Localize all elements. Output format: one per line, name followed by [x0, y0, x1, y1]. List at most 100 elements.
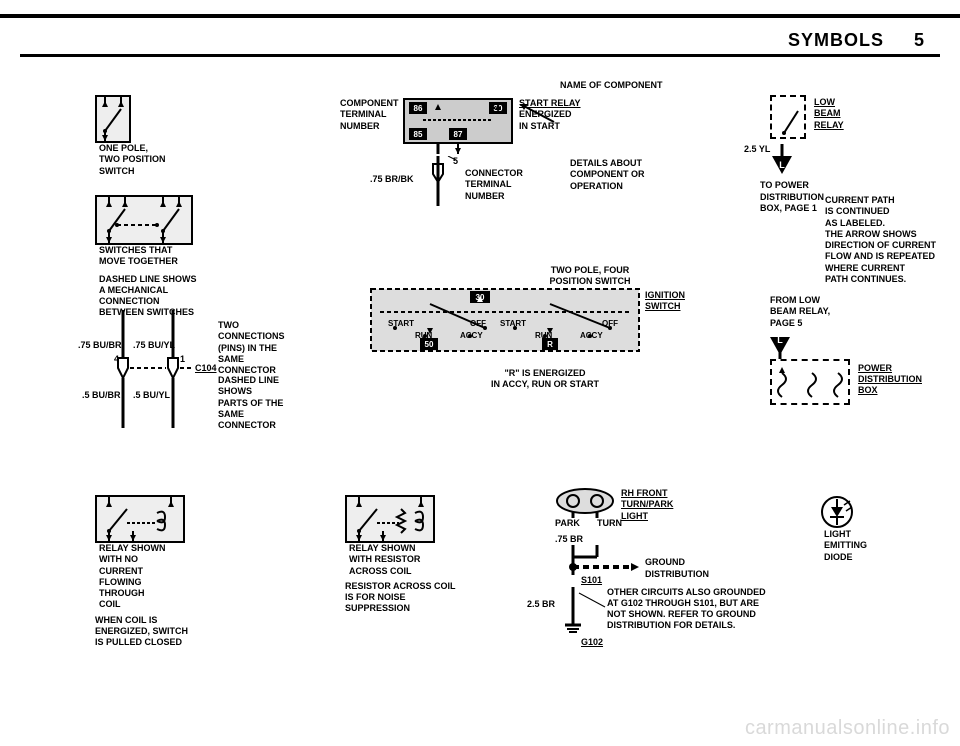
gnd-g1: GROUND	[645, 557, 709, 568]
comp-ct3: NUMBER	[465, 191, 523, 202]
lb-c8: PATH CONTINUES.	[825, 274, 936, 285]
sw1-l3: SWITCH	[99, 166, 166, 177]
gnd-park: PARK	[555, 518, 580, 529]
ign-n2: IN ACCY, RUN OR START	[400, 379, 690, 390]
svg-text:L: L	[779, 160, 785, 170]
conn-b3: SAME CONNECTOR	[218, 409, 288, 432]
ign-name2: SWITCH	[645, 301, 685, 312]
comp-ct2: TERMINAL	[465, 179, 523, 190]
gnd-w1: .75 BR	[555, 534, 805, 545]
fb-f2: BEAM RELAY,	[770, 306, 950, 317]
conn-b2: PARTS OF THE	[218, 398, 288, 409]
gnd-note1: OTHER CIRCUITS ALSO GROUNDED	[607, 587, 766, 598]
conn-pin4: 4	[114, 354, 119, 365]
conn-pin1: 1	[180, 354, 185, 365]
gnd-w2: 2.5 BR	[527, 599, 555, 610]
from-lowbeam-block: FROM LOW BEAM RELAY, PAGE 5 L POWER DIST…	[770, 295, 950, 408]
conn-t2: (PINS) IN THE SAME	[218, 343, 288, 366]
gnd-g2: DISTRIBUTION	[645, 569, 709, 580]
lb-c3: AS LABELED.	[825, 218, 936, 229]
comp-d3: OPERATION	[570, 181, 645, 192]
conn-cnum: C104	[195, 363, 217, 374]
comp-wire: .75 BR/BK	[370, 174, 414, 185]
gnd-n2: TURN/PARK	[621, 499, 673, 510]
ground-wire-icon	[555, 587, 615, 637]
ign-t2: POSITION SWITCH	[490, 276, 690, 287]
gnd-note4: DISTRIBUTION FOR DETAILS.	[607, 620, 766, 631]
led-l2: EMITTING	[824, 540, 867, 551]
lb-c1: CURRENT PATH	[825, 195, 936, 206]
led-icon	[820, 495, 854, 529]
r2-l1: RELAY SHOWN	[349, 543, 420, 554]
lb-c7: WHERE CURRENT	[825, 263, 936, 274]
gnd-g102: G102	[581, 637, 805, 648]
lb-l2: BEAM	[814, 108, 844, 119]
component-block: NAME OF COMPONENT COMPONENT TERMINAL NUM…	[340, 80, 700, 136]
relay2-icon	[345, 495, 435, 543]
r1-b2: ENERGIZED, SWITCH	[95, 626, 188, 637]
gnd-note2: AT G102 THROUGH S101, BUT ARE	[607, 598, 766, 609]
lb-c4: THE ARROW SHOWS	[825, 229, 936, 240]
fb-p2: DISTRIBUTION	[858, 374, 922, 385]
gnd-n1: RH FRONT	[621, 488, 673, 499]
svg-text:START: START	[388, 319, 414, 328]
comp-l3: NUMBER	[340, 121, 400, 132]
svg-text:85: 85	[413, 130, 422, 139]
svg-text:START: START	[500, 319, 526, 328]
power-dist-icon	[772, 361, 852, 407]
r1-b1: WHEN COIL IS	[95, 615, 188, 626]
r2-b1: RESISTOR ACROSS COIL	[345, 581, 456, 592]
ground-block: RH FRONT TURN/PARK LIGHT PARK TURN .75 B…	[555, 488, 805, 648]
r1-l4: FLOWING	[99, 577, 166, 588]
page-header: SYMBOLS 5	[788, 30, 925, 51]
lb-t1: TO POWER	[760, 180, 950, 191]
r1-l6: COIL	[99, 599, 166, 610]
header-rule	[20, 54, 940, 57]
r2-l3: ACROSS COIL	[349, 566, 420, 577]
frombeam-arrow-icon: L	[770, 329, 810, 359]
svg-text:50: 50	[425, 340, 434, 349]
lowbeam-arrow-icon: L	[772, 144, 812, 180]
svg-text:86: 86	[413, 104, 422, 113]
lamp-icon	[555, 488, 615, 518]
fb-f3: PAGE 5	[770, 318, 950, 329]
r1-b3: IS PULLED CLOSED	[95, 637, 188, 648]
ganged-switch-icon	[95, 195, 193, 245]
comp-d1: DETAILS ABOUT	[570, 158, 645, 169]
lb-c5: DIRECTION OF CURRENT	[825, 240, 936, 251]
ignition-icon: 30 START OFF OFF RUN ACCY RUN ACCY START	[370, 288, 640, 362]
led-block: LIGHT EMITTING DIODE	[820, 495, 867, 563]
comp-name-label: NAME OF COMPONENT	[560, 80, 663, 91]
conn-b1: DASHED LINE SHOWS	[218, 375, 288, 398]
gnd-turn: TURN	[597, 518, 622, 529]
one-pole-switch: ONE POLE, TWO POSITION SWITCH	[95, 95, 166, 177]
sw2-l2: MOVE TOGETHER	[99, 256, 197, 267]
sw2-l5: CONNECTION	[99, 296, 197, 307]
svg-text:87: 87	[453, 130, 462, 139]
lb-c6: FLOW AND IS REPEATED	[825, 251, 936, 262]
ignition-block: TWO POLE, FOUR POSITION SWITCH 30 START …	[370, 265, 690, 390]
switch-icon	[95, 95, 131, 143]
conn-t1: TWO CONNECTIONS	[218, 320, 288, 343]
lowbeam-box-icon	[772, 97, 808, 141]
svg-text:R: R	[547, 340, 553, 349]
ign-name: IGNITION	[645, 290, 685, 301]
relay-resistor: RELAY SHOWN WITH RESISTOR ACROSS COIL RE…	[345, 495, 456, 615]
led-l1: LIGHT	[824, 529, 867, 540]
lowbeam-relay-box	[770, 95, 806, 139]
sw2-l3: DASHED LINE SHOWS	[99, 274, 197, 285]
sw2-l1: SWITCHES THAT	[99, 245, 197, 256]
start-relay-icon: 86 30 85 87	[403, 98, 513, 154]
relay-no-current: RELAY SHOWN WITH NO CURRENT FLOWING THRO…	[95, 495, 188, 648]
lb-c2: IS CONTINUED	[825, 206, 936, 217]
fb-p3: BOX	[858, 385, 922, 396]
top-rule	[0, 14, 960, 18]
r2-b2: IS FOR NOISE	[345, 592, 456, 603]
fb-p1: POWER	[858, 363, 922, 374]
fb-f1: FROM LOW	[770, 295, 950, 306]
comp-p5: 5	[453, 156, 458, 167]
lb-l3: RELAY	[814, 120, 844, 131]
current-path-note: CURRENT PATH IS CONTINUED AS LABELED. TH…	[825, 195, 936, 285]
ganged-switch: SWITCHES THAT MOVE TOGETHER DASHED LINE …	[95, 195, 197, 319]
r2-b3: SUPPRESSION	[345, 603, 456, 614]
